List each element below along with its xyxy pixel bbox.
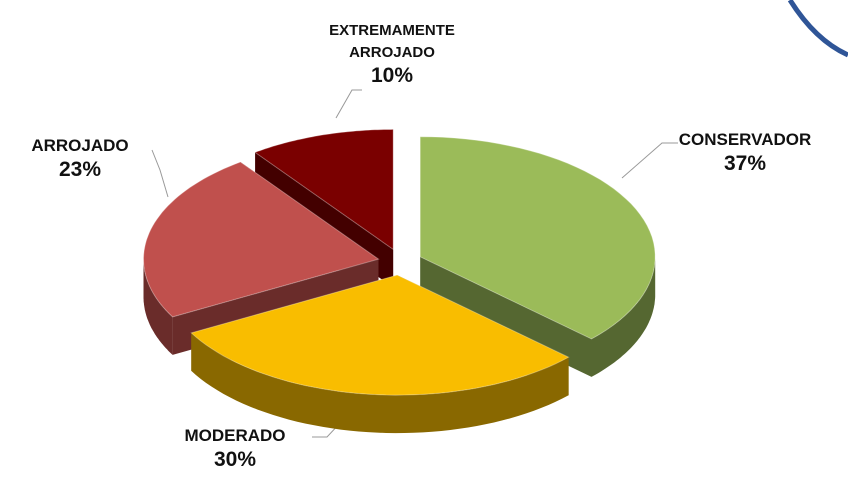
- slice: [254, 128, 394, 251]
- decor-arc: [787, 0, 848, 58]
- category-label: MODERADO: [184, 426, 286, 445]
- slice-side: [591, 256, 656, 377]
- leader-line: [335, 89, 362, 119]
- slice-label: MODERADO 30%: [184, 424, 285, 472]
- value-label: 37%: [723, 152, 767, 175]
- slice-side: [143, 259, 173, 355]
- slice-label: CONSERVADOR 37%: [679, 128, 812, 176]
- slice-wall: [420, 256, 592, 377]
- value-label: 10%: [370, 64, 414, 87]
- slice-label: EXTREMAMENTE ARROJADO 10%: [307, 20, 477, 88]
- slice-tops: [142, 128, 656, 396]
- category-label: EXTREMAMENTE ARROJADO: [329, 22, 455, 61]
- slice: [142, 161, 380, 318]
- slice-label: ARROJADO 23%: [31, 134, 128, 182]
- category-label: ARROJADO: [31, 136, 129, 155]
- leader-line: [621, 142, 678, 179]
- value-label: 23%: [58, 158, 102, 181]
- value-label: 30%: [213, 448, 257, 471]
- slice: [190, 274, 570, 396]
- slice: [419, 136, 656, 340]
- leader-line: [151, 149, 169, 198]
- category-label: CONSERVADOR: [678, 130, 812, 149]
- slice-side: [191, 332, 569, 434]
